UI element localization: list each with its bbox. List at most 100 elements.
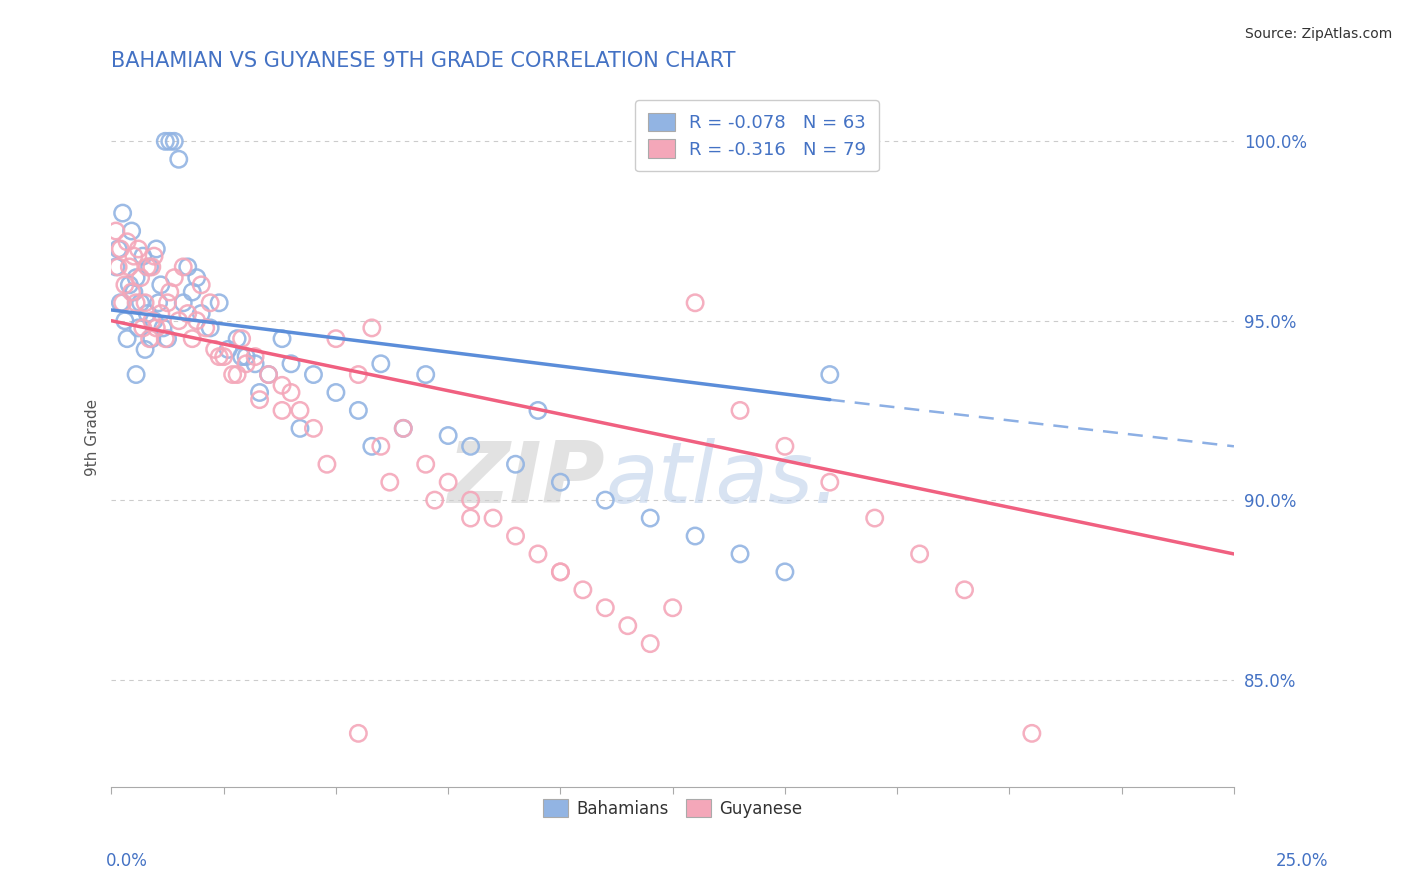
- Point: [121, 285, 143, 299]
- Point: [134, 343, 156, 357]
- Point: [190, 277, 212, 292]
- Point: [661, 600, 683, 615]
- Point: [437, 475, 460, 490]
- Point: [149, 307, 172, 321]
- Point: [953, 582, 976, 597]
- Text: 0.0%: 0.0%: [105, 852, 148, 870]
- Point: [243, 357, 266, 371]
- Point: [104, 260, 127, 274]
- Point: [257, 368, 280, 382]
- Point: [145, 321, 167, 335]
- Point: [235, 357, 257, 371]
- Point: [370, 357, 392, 371]
- Point: [125, 295, 148, 310]
- Point: [114, 277, 136, 292]
- Point: [138, 332, 160, 346]
- Point: [316, 457, 339, 471]
- Point: [190, 307, 212, 321]
- Point: [683, 529, 706, 543]
- Point: [728, 547, 751, 561]
- Point: [1021, 726, 1043, 740]
- Point: [505, 457, 527, 471]
- Point: [550, 475, 572, 490]
- Point: [271, 378, 294, 392]
- Point: [302, 368, 325, 382]
- Point: [156, 295, 179, 310]
- Point: [136, 307, 159, 321]
- Point: [347, 726, 370, 740]
- Point: [423, 493, 446, 508]
- Point: [115, 332, 138, 346]
- Point: [121, 224, 143, 238]
- Point: [212, 350, 235, 364]
- Point: [217, 343, 239, 357]
- Point: [208, 295, 231, 310]
- Point: [325, 332, 347, 346]
- Point: [527, 403, 550, 417]
- Point: [136, 260, 159, 274]
- Point: [125, 368, 148, 382]
- Point: [482, 511, 505, 525]
- Point: [208, 350, 231, 364]
- Point: [149, 277, 172, 292]
- Point: [132, 321, 155, 335]
- Point: [122, 285, 145, 299]
- Point: [226, 332, 249, 346]
- Point: [141, 332, 163, 346]
- Point: [118, 260, 141, 274]
- Text: Source: ZipAtlas.com: Source: ZipAtlas.com: [1244, 27, 1392, 41]
- Point: [198, 295, 221, 310]
- Point: [249, 392, 271, 407]
- Point: [152, 321, 174, 335]
- Point: [235, 350, 257, 364]
- Point: [773, 439, 796, 453]
- Point: [163, 134, 186, 148]
- Point: [360, 439, 382, 453]
- Point: [143, 314, 166, 328]
- Point: [177, 307, 200, 321]
- Point: [141, 260, 163, 274]
- Point: [138, 260, 160, 274]
- Point: [271, 403, 294, 417]
- Point: [818, 368, 841, 382]
- Point: [325, 385, 347, 400]
- Point: [107, 260, 129, 274]
- Point: [145, 242, 167, 256]
- Point: [194, 321, 217, 335]
- Point: [134, 295, 156, 310]
- Point: [111, 295, 134, 310]
- Point: [159, 134, 181, 148]
- Point: [302, 421, 325, 435]
- Point: [186, 314, 208, 328]
- Text: atlas.: atlas.: [606, 438, 841, 521]
- Point: [280, 385, 302, 400]
- Point: [392, 421, 415, 435]
- Point: [181, 285, 204, 299]
- Point: [167, 314, 190, 328]
- Point: [257, 368, 280, 382]
- Point: [115, 235, 138, 249]
- Point: [460, 493, 482, 508]
- Point: [595, 493, 617, 508]
- Point: [271, 332, 294, 346]
- Point: [288, 421, 311, 435]
- Point: [125, 270, 148, 285]
- Point: [177, 260, 200, 274]
- Point: [347, 403, 370, 417]
- Point: [437, 428, 460, 442]
- Point: [148, 295, 170, 310]
- Point: [638, 637, 661, 651]
- Point: [550, 565, 572, 579]
- Point: [172, 295, 194, 310]
- Point: [908, 547, 931, 561]
- Point: [111, 206, 134, 220]
- Point: [118, 277, 141, 292]
- Point: [155, 134, 177, 148]
- Point: [226, 368, 249, 382]
- Point: [249, 385, 271, 400]
- Point: [110, 295, 132, 310]
- Point: [129, 270, 152, 285]
- Point: [550, 565, 572, 579]
- Point: [280, 357, 302, 371]
- Text: ZIP: ZIP: [447, 438, 606, 521]
